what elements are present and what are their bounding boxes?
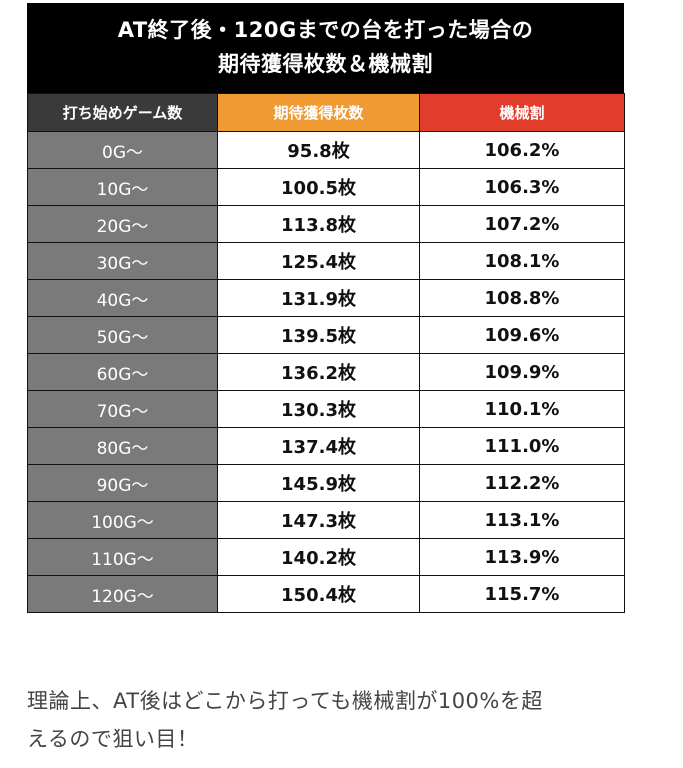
data-table-container: AT終了後・120Gまでの台を打った場合の 期待獲得枚数＆機械割 打ち始めゲーム… <box>27 3 625 613</box>
table-row: 40G〜 131.9枚 108.8% <box>27 279 625 317</box>
cell-expected-medals: 95.8枚 <box>217 131 420 169</box>
table-row: 110G〜 140.2枚 113.9% <box>27 538 625 576</box>
cell-expected-medals: 131.9枚 <box>217 279 420 317</box>
cell-start-games: 60G〜 <box>27 353 218 391</box>
cell-payout-rate: 110.1% <box>419 390 625 428</box>
table-row: 30G〜 125.4枚 108.1% <box>27 242 625 280</box>
cell-expected-medals: 137.4枚 <box>217 427 420 465</box>
commentary-text: 理論上、AT後はどこから打っても機械割が100%を超 えるので狙い目！ <box>27 682 657 758</box>
cell-expected-medals: 147.3枚 <box>217 501 420 539</box>
table-title-line-1: AT終了後・120Gまでの台を打った場合の <box>117 18 534 42</box>
cell-payout-rate: 112.2% <box>419 464 625 502</box>
cell-expected-medals: 140.2枚 <box>217 538 420 576</box>
cell-start-games: 80G〜 <box>27 427 218 465</box>
table-row: 100G〜 147.3枚 113.1% <box>27 501 625 539</box>
cell-start-games: 0G〜 <box>27 131 218 169</box>
table-title-line-2: 期待獲得枚数＆機械割 <box>218 52 433 76</box>
table-row: 60G〜 136.2枚 109.9% <box>27 353 625 391</box>
cell-payout-rate: 113.9% <box>419 538 625 576</box>
table-title-block: AT終了後・120Gまでの台を打った場合の 期待獲得枚数＆機械割 <box>27 3 624 93</box>
header-expected-medals: 期待獲得枚数 <box>217 93 420 132</box>
cell-start-games: 120G〜 <box>27 575 218 613</box>
table-row: 80G〜 137.4枚 111.0% <box>27 427 625 465</box>
cell-expected-medals: 125.4枚 <box>217 242 420 280</box>
cell-payout-rate: 108.1% <box>419 242 625 280</box>
cell-start-games: 90G〜 <box>27 464 218 502</box>
header-payout-rate: 機械割 <box>419 93 625 132</box>
table-row: 120G〜 150.4枚 115.7% <box>27 575 625 613</box>
cell-start-games: 40G〜 <box>27 279 218 317</box>
cell-start-games: 10G〜 <box>27 168 218 206</box>
table-row: 20G〜 113.8枚 107.2% <box>27 205 625 243</box>
cell-payout-rate: 109.6% <box>419 316 625 354</box>
header-start-games: 打ち始めゲーム数 <box>27 93 218 132</box>
cell-payout-rate: 113.1% <box>419 501 625 539</box>
payout-table: 打ち始めゲーム数 期待獲得枚数 機械割 0G〜 95.8枚 106.2% 10G… <box>27 93 625 613</box>
cell-start-games: 30G〜 <box>27 242 218 280</box>
table-row: 70G〜 130.3枚 110.1% <box>27 390 625 428</box>
table-row: 50G〜 139.5枚 109.6% <box>27 316 625 354</box>
table-row: 10G〜 100.5枚 106.3% <box>27 168 625 206</box>
cell-expected-medals: 145.9枚 <box>217 464 420 502</box>
cell-payout-rate: 107.2% <box>419 205 625 243</box>
cell-expected-medals: 136.2枚 <box>217 353 420 391</box>
cell-payout-rate: 106.2% <box>419 131 625 169</box>
cell-start-games: 50G〜 <box>27 316 218 354</box>
cell-payout-rate: 115.7% <box>419 575 625 613</box>
cell-payout-rate: 106.3% <box>419 168 625 206</box>
cell-payout-rate: 108.8% <box>419 279 625 317</box>
cell-expected-medals: 113.8枚 <box>217 205 420 243</box>
cell-payout-rate: 109.9% <box>419 353 625 391</box>
cell-payout-rate: 111.0% <box>419 427 625 465</box>
cell-expected-medals: 139.5枚 <box>217 316 420 354</box>
cell-expected-medals: 150.4枚 <box>217 575 420 613</box>
table-row: 90G〜 145.9枚 112.2% <box>27 464 625 502</box>
table-header-row: 打ち始めゲーム数 期待獲得枚数 機械割 <box>27 93 625 132</box>
table-row: 0G〜 95.8枚 106.2% <box>27 131 625 169</box>
cell-start-games: 110G〜 <box>27 538 218 576</box>
cell-start-games: 20G〜 <box>27 205 218 243</box>
cell-expected-medals: 100.5枚 <box>217 168 420 206</box>
cell-start-games: 70G〜 <box>27 390 218 428</box>
commentary-line-1: 理論上、AT後はどこから打っても機械割が100%を超 <box>27 689 543 713</box>
commentary-line-2: えるので狙い目！ <box>27 727 199 751</box>
cell-start-games: 100G〜 <box>27 501 218 539</box>
cell-expected-medals: 130.3枚 <box>217 390 420 428</box>
